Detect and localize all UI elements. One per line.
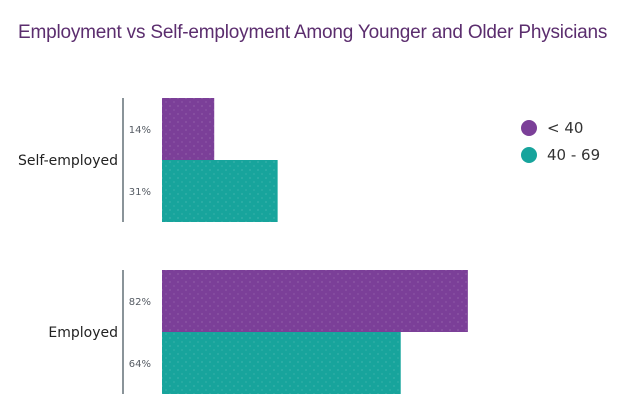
category-label-employed: Employed (48, 325, 118, 341)
legend-label-0: < 40 (547, 119, 583, 137)
legend-swatch-1 (521, 147, 537, 163)
value-label-self-employed-series-1: 31% (129, 187, 151, 198)
category-label-self-employed: Self-employed (18, 153, 118, 169)
bar-texture-employed-series-1 (162, 332, 401, 394)
bar-texture-self-employed-series-0 (162, 98, 215, 160)
legend-label-1: 40 - 69 (547, 146, 600, 164)
value-label-employed-series-0: 82% (129, 297, 151, 308)
bar-texture-employed-series-0 (162, 270, 468, 332)
value-label-employed-series-1: 64% (129, 359, 151, 370)
plot-area: Self-employed 14% 31% Employed 82% 64% (18, 98, 468, 394)
bar-texture-self-employed-series-1 (162, 160, 278, 222)
legend-swatch-0 (521, 120, 537, 136)
legend: < 40 40 - 69 (521, 119, 600, 164)
chart-title: Employment vs Self-employment Among Youn… (18, 22, 608, 43)
value-label-self-employed-series-0: 14% (129, 125, 151, 136)
